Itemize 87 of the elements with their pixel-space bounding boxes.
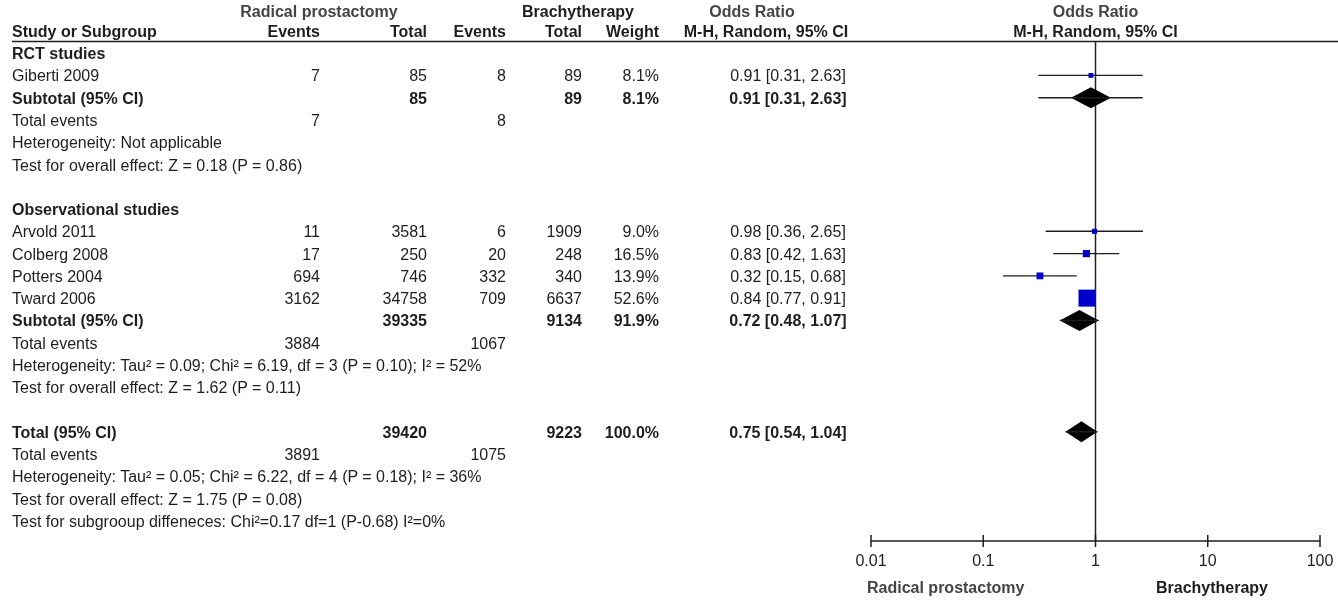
data-label: 332 (479, 267, 507, 285)
data-label: 3581 (391, 223, 428, 241)
data-label: 8.1% (622, 67, 659, 85)
text: Radical prostactomy (867, 579, 1025, 596)
category-label: Potters 2004 (12, 267, 103, 285)
data-label: 6637 (546, 290, 583, 308)
data-label: 1909 (546, 223, 583, 241)
x-tick-label: 1 (1091, 552, 1101, 569)
category-label: Test for subgrooup diffeneces: Chi²=0.17 df=1 (P-0.68) I²=0% (12, 512, 446, 530)
text: Events (453, 23, 507, 40)
data-label: 0.72 [0.48, 1.07] (729, 312, 847, 330)
text: Total (389, 23, 427, 40)
data-label: 0.83 [0.42, 1.63] (730, 245, 846, 263)
text: Odds Ratio (709, 3, 795, 20)
category-label: Total events (12, 111, 98, 129)
data-label: 16.5% (613, 245, 659, 263)
data-label: 89 (564, 67, 583, 85)
category-label: Giberti 2009 (12, 67, 100, 85)
data-label: 1075 (470, 446, 507, 464)
category-label: Test for overall effect: Z = 1.62 (P = 0.11) (12, 379, 302, 397)
category-label: Total events (12, 446, 98, 464)
x-tick-label: 100 (1306, 552, 1334, 569)
category-label: Arvold 2011 (12, 223, 97, 241)
data-label: 9.0% (622, 223, 659, 241)
data-label: 340 (555, 267, 583, 285)
data-label: 8 (497, 67, 507, 85)
data-label: 9223 (546, 423, 583, 441)
data-label: 39335 (382, 312, 428, 330)
x-tick-label: 0.01 (855, 552, 887, 569)
data-label: 0.91 [0.31, 2.63] (729, 89, 847, 107)
data-label: 0.84 [0.77, 0.91] (730, 290, 846, 308)
text: Events (267, 23, 321, 40)
category-label: Heterogeneity: Not applicable (12, 134, 223, 152)
data-label: 39420 (382, 423, 428, 441)
text: Weight (605, 23, 660, 40)
data-label: 89 (564, 89, 583, 107)
category-label: Total events (12, 334, 98, 352)
data-label: 34758 (382, 290, 428, 308)
data-label: 0.32 [0.15, 0.68] (730, 267, 846, 285)
x-tick-label: 10 (1198, 552, 1217, 569)
category-label: Subtotal (95% CI) (12, 312, 144, 330)
data-label: 0.98 [0.36, 2.65] (730, 223, 846, 241)
x-tick-label: 0.1 (972, 552, 995, 569)
data-label: 1067 (470, 334, 507, 352)
data-label: 250 (400, 245, 428, 263)
category-label: Total (95% CI) (12, 423, 117, 441)
category-label: Tward 2006 (12, 290, 96, 308)
data-label: 20 (488, 245, 507, 263)
data-label: 3884 (284, 334, 321, 352)
data-label: 17 (302, 245, 321, 263)
category-label: Subtotal (95% CI) (12, 89, 144, 107)
text: Study or Subgroup (12, 23, 158, 40)
data-label: 709 (479, 290, 507, 308)
text: Total (544, 23, 582, 40)
data-label: 8 (497, 111, 507, 129)
data-label: 694 (293, 267, 321, 285)
data-label: 7 (311, 67, 321, 85)
category-label: RCT studies (12, 45, 106, 63)
data-label: 248 (555, 245, 583, 263)
data-label: 0.75 [0.54, 1.04] (729, 423, 847, 441)
category-label: Test for overall effect: Z = 1.75 (P = 0.08) (12, 490, 303, 508)
data-label: 3162 (284, 290, 321, 308)
category-label: Heterogeneity: Tau² = 0.09; Chi² = 6.19, df = 3 (P = 0.10); I² = 52% (12, 356, 482, 374)
category-label: Heterogeneity: Tau² = 0.05; Chi² = 6.22, df = 4 (P = 0.18); I² = 36% (12, 468, 482, 486)
chart-subtitle: M-H, Random, 95% CI (1013, 23, 1178, 40)
data-label: 3891 (284, 446, 321, 464)
data-label: 7 (311, 111, 321, 129)
data-label: 100.0% (604, 423, 659, 441)
data-label: 52.6% (613, 290, 659, 308)
data-label: 8.1% (622, 89, 659, 107)
data-label: 6 (497, 223, 507, 241)
chart-title: Odds Ratio (1052, 3, 1139, 20)
data-label: 9134 (546, 312, 583, 330)
category-label: Test for overall effect: Z = 0.18 (P = 0.86) (12, 156, 303, 174)
data-label: 85 (409, 89, 428, 107)
data-label: 11 (303, 223, 321, 241)
text: Radical prostactomy (240, 3, 398, 20)
data-label: 85 (409, 67, 428, 85)
text: M-H, Random, 95% CI (683, 23, 849, 40)
data-label: 746 (400, 267, 428, 285)
category-label: Colberg 2008 (12, 245, 109, 263)
category-label: Observational studies (12, 201, 180, 219)
data-label: 91.9% (613, 312, 659, 330)
data-label: 0.91 [0.31, 2.63] (730, 67, 846, 85)
text: Brachytherapy (521, 3, 635, 20)
data-label: 13.9% (613, 267, 659, 285)
text: Brachytherapy (1155, 579, 1269, 596)
